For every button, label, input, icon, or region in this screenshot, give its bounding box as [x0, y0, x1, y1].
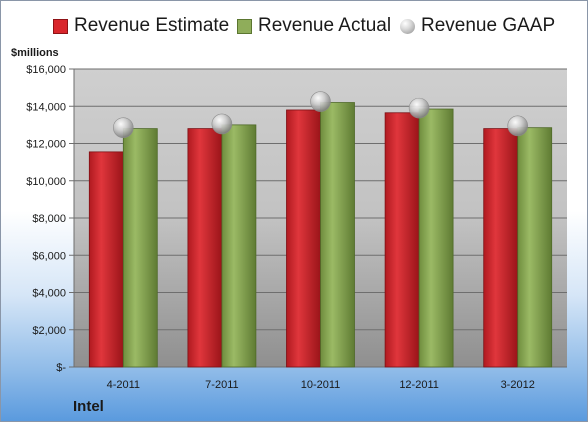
company-name: Intel [73, 398, 104, 415]
bar-revenue-actual [221, 124, 257, 368]
legend-swatch-actual [237, 18, 252, 34]
legend-marker-gaap [400, 18, 415, 34]
x-tick-label: 7-2011 [205, 379, 238, 391]
bar-revenue-actual [122, 128, 158, 368]
y-tick-label: $14,000 [26, 101, 66, 113]
bar-revenue-estimate [286, 109, 321, 368]
marker-revenue-gaap [507, 115, 529, 137]
marker-revenue-gaap [211, 113, 233, 135]
marker-revenue-gaap [310, 91, 331, 112]
y-tick-label: $6,000 [32, 250, 66, 262]
legend-item-estimate: Revenue Estimate [53, 15, 229, 37]
bar-revenue-estimate [88, 151, 124, 368]
marker-revenue-gaap [408, 97, 430, 119]
legend-label-gaap: Revenue GAAP [421, 15, 556, 36]
x-tick-label: 12-2011 [399, 379, 439, 391]
legend-swatch-estimate [53, 18, 68, 34]
bar-revenue-actual [418, 108, 454, 368]
y-tick-label: $2,000 [32, 325, 66, 337]
legend-label-estimate: Revenue Estimate [74, 15, 230, 36]
y-tick-label: $4,000 [32, 288, 66, 300]
legend-item-gaap: Revenue GAAP [400, 15, 555, 37]
bar-revenue-estimate [384, 112, 420, 368]
bar-revenue-actual [517, 127, 553, 368]
x-tick-label: 10-2011 [301, 379, 341, 391]
x-tick-label: 3-2012 [501, 379, 535, 391]
x-tick-label: 4-2011 [107, 379, 140, 391]
bar-revenue-estimate [187, 128, 223, 368]
y-tick-label: $8,000 [32, 213, 66, 225]
y-tick-label: $- [56, 362, 66, 374]
bar-revenue-estimate [483, 128, 519, 368]
legend: Revenue Estimate Revenue Actual Revenue … [1, 15, 587, 43]
y-tick-label: $10,000 [26, 176, 66, 188]
y-tick-label: $16,000 [26, 64, 66, 76]
legend-label-actual: Revenue Actual [258, 15, 392, 36]
y-tick-label: $12,000 [26, 139, 66, 151]
legend-item-actual: Revenue Actual [237, 15, 391, 37]
y-axis-unit-label: $millions [11, 47, 59, 59]
bar-revenue-actual [320, 102, 355, 368]
marker-revenue-gaap [113, 117, 134, 138]
